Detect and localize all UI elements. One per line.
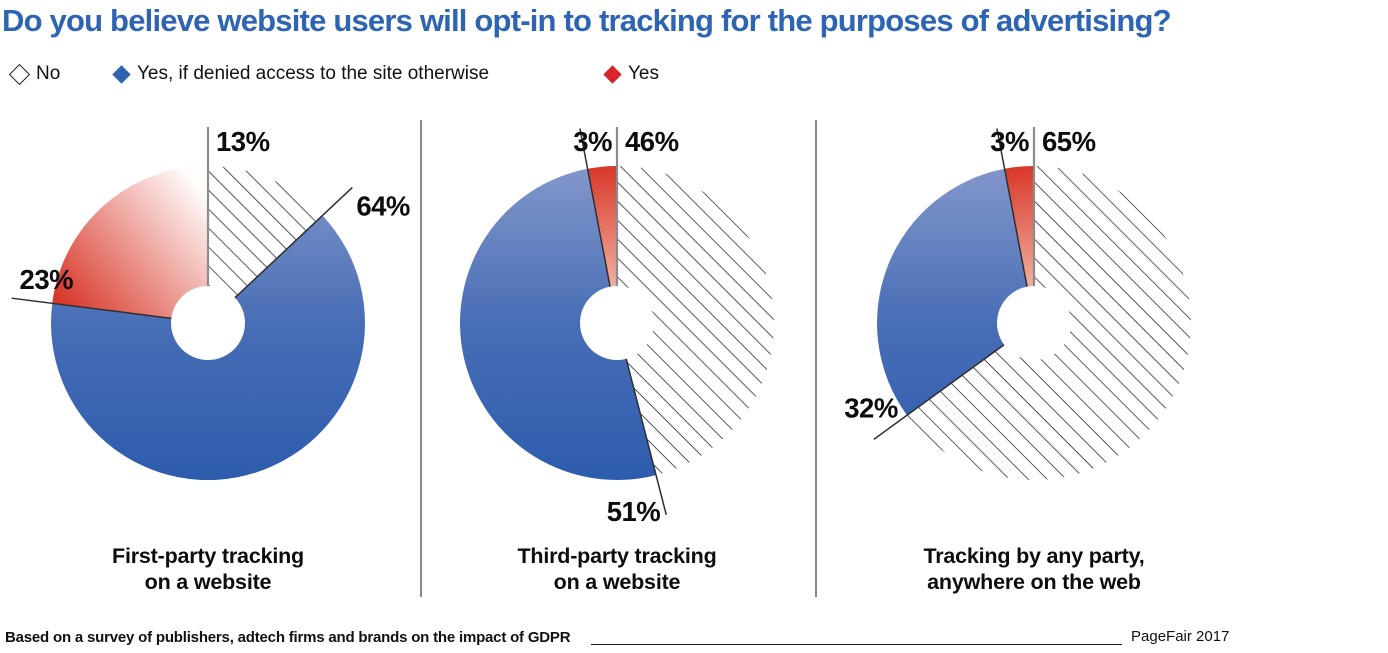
slice-percent-label: 32% (844, 392, 898, 423)
legend: No Yes, if denied access to the site oth… (0, 61, 1388, 87)
label-line (234, 186, 353, 299)
label-line (11, 297, 172, 320)
slice-no (617, 166, 774, 476)
chart-caption-first-party: First-party tracking on a website (18, 543, 398, 596)
chart-caption-third-party: Third-party tracking on a website (427, 543, 807, 596)
slice-percent-label: 46% (625, 126, 679, 157)
footer-rule (591, 644, 1122, 645)
label-line (996, 128, 1028, 287)
legend-item-yes: Yes (603, 61, 659, 87)
slice-no (208, 166, 323, 298)
slice-percent-label: 23% (20, 264, 74, 295)
caption-line: anywhere on the web (927, 570, 1141, 595)
caption-line: Tracking by any party, (923, 544, 1145, 568)
caption-line: Third-party tracking (517, 544, 717, 568)
slice-percent-label: 64% (356, 190, 410, 221)
label-line (625, 358, 667, 515)
slice-percent-label: 3% (990, 126, 1029, 157)
footer-credit-text: PageFair 2017 (1131, 628, 1230, 645)
caption-line: First-party tracking (112, 544, 304, 568)
page-title: Do you believe website users will opt-in… (2, 3, 1172, 38)
footer-source-text: Based on a survey of publishers, adtech … (5, 629, 571, 646)
slice-yes-if-denied (877, 168, 1028, 416)
chart-caption-any-party: Tracking by any party, anywhere on the w… (844, 543, 1224, 596)
slice-yes (52, 166, 208, 319)
slice-yes (1004, 166, 1034, 287)
caption-line: on a website (553, 570, 681, 595)
slice-yes-if-denied (51, 215, 365, 480)
slice-percent-label: 3% (573, 126, 612, 157)
slice-no (906, 166, 1191, 481)
label-line (873, 344, 1005, 440)
legend-label-yes: Yes (628, 63, 659, 84)
legend-label-no: No (36, 63, 61, 84)
slice-percent-label: 51% (607, 496, 661, 527)
legend-item-yes-if-denied: Yes, if denied access to the site otherw… (112, 61, 490, 87)
slice-yes (587, 166, 617, 287)
caption-line: on a website (144, 570, 272, 595)
slice-yes-if-denied (459, 168, 657, 481)
slice-percent-label: 65% (1042, 126, 1096, 157)
legend-item-no: No (8, 61, 61, 87)
slice-percent-label: 13% (216, 126, 270, 157)
label-line (579, 128, 611, 287)
legend-label-yes-if-denied: Yes, if denied access to the site otherw… (137, 63, 490, 84)
